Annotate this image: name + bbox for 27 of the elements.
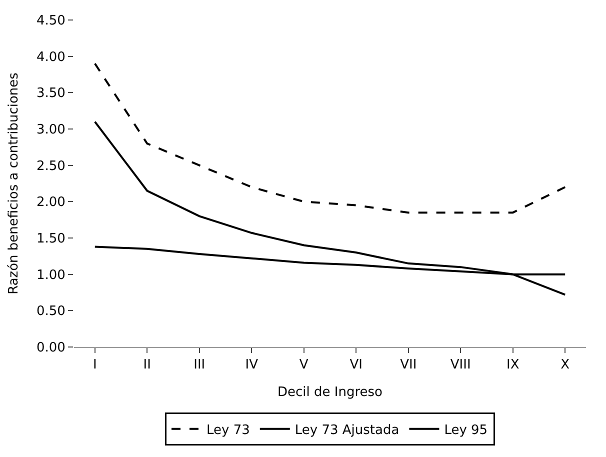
y-tick-label: 3.00 bbox=[36, 122, 66, 138]
x-tick-label: VI bbox=[350, 358, 362, 373]
y-tick-label: 2.50 bbox=[36, 158, 66, 174]
y-tick-label: 0.00 bbox=[36, 340, 66, 356]
line-series bbox=[94, 62, 566, 214]
x-tick-label: III bbox=[194, 358, 206, 373]
y-tick-label: 1.50 bbox=[36, 232, 66, 247]
x-tick-label: I bbox=[92, 358, 97, 373]
legend-label: Ley 95 bbox=[444, 422, 488, 438]
y-tick-label: 1.00 bbox=[36, 268, 66, 283]
x-tick-label: V bbox=[299, 358, 308, 373]
x-tick-label: VII bbox=[400, 358, 417, 373]
y-tick-label: 0.50 bbox=[36, 304, 66, 320]
x-tick-label: II bbox=[143, 358, 151, 373]
y-tick-label: 4.00 bbox=[36, 50, 66, 65]
x-tick-label: X bbox=[560, 358, 570, 373]
y-tick-label: 2.00 bbox=[36, 195, 66, 210]
x-tick-label: IX bbox=[506, 358, 520, 373]
y-tick-label: 4.50 bbox=[36, 14, 66, 29]
legend-label: Ley 73 bbox=[206, 422, 250, 438]
x-tick-label: IV bbox=[245, 358, 258, 373]
line-series bbox=[94, 120, 566, 296]
x-tick-label: VIII bbox=[450, 358, 471, 373]
legend-label: Ley 73 Ajustada bbox=[294, 422, 400, 438]
x-axis-title: Decil de Ingreso bbox=[277, 385, 383, 400]
y-axis-title: Razón beneficios a contribuciones bbox=[6, 72, 22, 294]
y-tick-label: 3.50 bbox=[36, 86, 66, 102]
